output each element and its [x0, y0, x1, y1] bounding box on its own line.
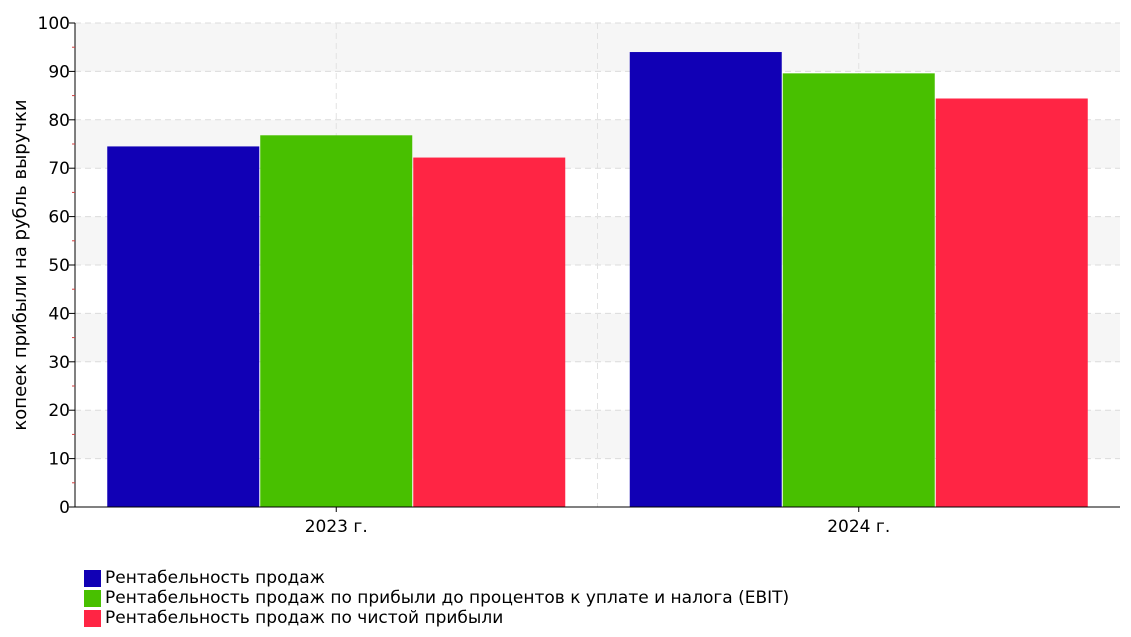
bar — [629, 52, 782, 507]
legend-label: Рентабельность продаж — [105, 568, 325, 588]
legend-swatch — [84, 569, 101, 587]
y-tick-label: 50 — [48, 256, 70, 276]
legend-item: Рентабельность продаж по прибыли до проц… — [84, 588, 789, 608]
bar-chart: 0 10 20 30 40 50 60 70 80 90 100 2023 г. 2024 г. ко… — [10, 14, 1120, 537]
legend-label: Рентабельность продаж по чистой прибыли — [105, 608, 504, 628]
x-tick-label: 2024 г. — [827, 517, 890, 537]
legend-item: Рентабельность продаж — [84, 568, 789, 588]
y-tick-label: 0 — [59, 498, 70, 518]
y-tick-label: 90 — [48, 62, 70, 82]
y-tick-label: 40 — [48, 304, 70, 324]
legend: Рентабельность продаж Рентабельность прод… — [84, 568, 789, 628]
bar — [107, 146, 260, 508]
legend-swatch — [84, 609, 101, 627]
x-axis-ticks: 2023 г. 2024 г. — [305, 507, 890, 537]
y-tick-label: 20 — [48, 401, 70, 421]
bar — [413, 157, 566, 507]
y-axis-ticks: 0 10 20 30 40 50 60 70 80 90 100 — [38, 14, 75, 518]
y-axis-label: копеек прибыли на рубль выручки — [10, 99, 31, 430]
y-tick-label: 80 — [48, 111, 70, 131]
legend-item: Рентабельность продаж по чистой прибыли — [84, 608, 789, 628]
y-tick-label: 30 — [48, 353, 70, 373]
y-tick-label: 60 — [48, 208, 70, 228]
bar — [782, 73, 935, 507]
bars — [107, 52, 1088, 508]
y-tick-label: 10 — [48, 450, 70, 470]
y-tick-label: 100 — [38, 14, 70, 34]
y-tick-label: 70 — [48, 159, 70, 179]
legend-label: Рентабельность продаж по прибыли до проц… — [105, 588, 790, 608]
bar — [260, 135, 413, 507]
bar — [935, 98, 1088, 507]
x-tick-label: 2023 г. — [305, 517, 368, 537]
legend-swatch — [84, 589, 101, 607]
